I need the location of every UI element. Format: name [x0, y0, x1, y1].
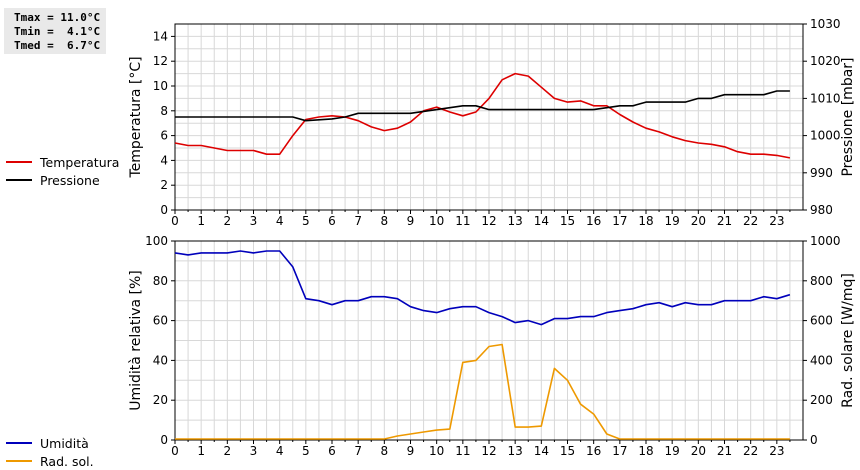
top-x-tick-label: 8 [381, 214, 389, 228]
stats-box: Tmax = 11.0°C Tmin = 4.1°C Tmed = 6.7°C [4, 8, 106, 54]
bottom-x-tick-label: 18 [638, 444, 653, 458]
bottom-x-tick-label: 10 [429, 444, 444, 458]
top-x-tick-label: 4 [276, 214, 284, 228]
top-x-tick-label: 17 [612, 214, 627, 228]
top-y-right-tick-label: 1000 [810, 129, 841, 143]
bottom-x-tick-label: 2 [224, 444, 232, 458]
bottom-x-tick-label: 1 [197, 444, 205, 458]
bottom-y-right-tick-label: 800 [810, 274, 833, 288]
charts-svg: 0 1 2 3 4 5 6 7 8 9 10 11 12 13 14 15 16 17 18 19 20 21 22 2302… [128, 17, 856, 458]
bottom-x-tick-label: 4 [276, 444, 284, 458]
top-y-tick-label: 0 [160, 203, 168, 217]
bottom-y-tick-label: 0 [160, 433, 168, 447]
bottom-y-tick-label: 40 [153, 353, 168, 367]
top-x-tick-label: 14 [534, 214, 549, 228]
top-y-right-tick-label: 1030 [810, 17, 841, 31]
legend-swatch-pressione [6, 179, 32, 181]
bottom-x-tick-label: 13 [508, 444, 523, 458]
bottom-x-tick-label: 15 [560, 444, 575, 458]
top-x-tick-label: 5 [302, 214, 310, 228]
top-y-right-tick-label: 1010 [810, 91, 841, 105]
bottom-x-tick-label: 19 [665, 444, 680, 458]
bottom-x-tick-label: 16 [586, 444, 601, 458]
bottom-x-tick-label: 17 [612, 444, 627, 458]
legend-label-temperatura: Temperatura [40, 154, 120, 170]
bottom-x-tick-label: 9 [407, 444, 415, 458]
legend-label-pressione: Pressione [40, 172, 100, 188]
top-series-temperatura [174, 72, 791, 159]
top-x-tick-label: 9 [407, 214, 415, 228]
top-y-right-tick-label: 980 [810, 203, 833, 217]
top-x-tick-label: 23 [769, 214, 784, 228]
top-x-tick-label: 22 [743, 214, 758, 228]
top-x-tick-label: 2 [224, 214, 232, 228]
top-y-tick-label: 14 [153, 29, 168, 43]
top-y-axis-title: Temperatura [°C] [128, 56, 144, 178]
tmin-text: Tmin = 4.1°C [14, 25, 101, 38]
legend-swatch-umidita [6, 442, 32, 444]
top-y-tick-label: 8 [160, 104, 168, 118]
legend-label-umidita: Umidità [40, 435, 89, 451]
top-y-right-tick-label: 1020 [810, 54, 841, 68]
bottom-x-tick-label: 14 [534, 444, 549, 458]
top-x-tick-label: 11 [455, 214, 470, 228]
top-y-right-axis-title: Pressione [mbar] [840, 57, 856, 176]
top-y-right-tick-label: 990 [810, 166, 833, 180]
tmax-text: Tmax = 11.0°C [14, 11, 101, 24]
top-x-tick-label: 20 [691, 214, 706, 228]
bottom-x-tick-label: 5 [302, 444, 310, 458]
top-y-tick-label: 10 [153, 79, 168, 93]
top-x-tick-label: 3 [250, 214, 258, 228]
top-y-tick-label: 4 [160, 153, 168, 167]
bottom-y-right-tick-label: 1000 [810, 234, 841, 248]
legend-item-temperatura: Temperatura [6, 153, 119, 171]
bottom-x-tick-label: 23 [769, 444, 784, 458]
top-x-tick-label: 12 [481, 214, 496, 228]
bottom-y-tick-label: 20 [153, 393, 168, 407]
top-x-tick-label: 0 [171, 214, 179, 228]
bottom-y-right-tick-label: 200 [810, 393, 833, 407]
legend-item-pressione: Pressione [6, 171, 119, 189]
top-y-tick-label: 6 [160, 129, 168, 143]
legend-swatch-rad-sol [6, 460, 32, 462]
top-x-tick-label: 19 [665, 214, 680, 228]
legend-swatch-temperatura [6, 161, 32, 163]
bottom-x-tick-label: 0 [171, 444, 179, 458]
top-x-tick-label: 7 [354, 214, 362, 228]
bottom-x-tick-label: 7 [354, 444, 362, 458]
bottom-y-right-tick-label: 0 [810, 433, 818, 447]
bottom-y-tick-label: 80 [153, 274, 168, 288]
top-x-tick-label: 6 [328, 214, 336, 228]
bottom-y-right-axis-title: Rad. solare [W/mq] [840, 273, 856, 408]
top-x-tick-label: 1 [197, 214, 205, 228]
bottom-x-tick-label: 6 [328, 444, 336, 458]
top-x-tick-label: 21 [717, 214, 732, 228]
bottom-x-tick-label: 8 [381, 444, 389, 458]
bottom-x-tick-label: 22 [743, 444, 758, 458]
bottom-y-tick-label: 60 [153, 314, 168, 328]
bottom-x-tick-label: 12 [481, 444, 496, 458]
bottom-y-axis-title: Umidità relativa [%] [128, 270, 144, 411]
bottom-y-right-tick-label: 600 [810, 314, 833, 328]
top-x-tick-label: 10 [429, 214, 444, 228]
bottom-x-tick-label: 20 [691, 444, 706, 458]
bottom-series-umidit [174, 250, 791, 326]
bottom-series-rad-sol [175, 343, 790, 440]
top-x-tick-label: 18 [638, 214, 653, 228]
legend-item-umidita: Umidità [6, 434, 94, 452]
bottom-y-right-tick-label: 400 [810, 353, 833, 367]
top-legend: Temperatura Pressione [6, 153, 119, 189]
top-series-pressione [175, 90, 790, 122]
top-x-tick-label: 13 [508, 214, 523, 228]
bottom-x-tick-label: 3 [250, 444, 258, 458]
tmed-text: Tmed = 6.7°C [14, 39, 101, 52]
bottom-y-tick-label: 100 [145, 234, 168, 248]
bottom-x-tick-label: 21 [717, 444, 732, 458]
top-x-tick-label: 16 [586, 214, 601, 228]
top-x-tick-label: 15 [560, 214, 575, 228]
bottom-x-tick-label: 11 [455, 444, 470, 458]
top-y-tick-label: 12 [153, 54, 168, 68]
top-y-tick-label: 2 [160, 178, 168, 192]
